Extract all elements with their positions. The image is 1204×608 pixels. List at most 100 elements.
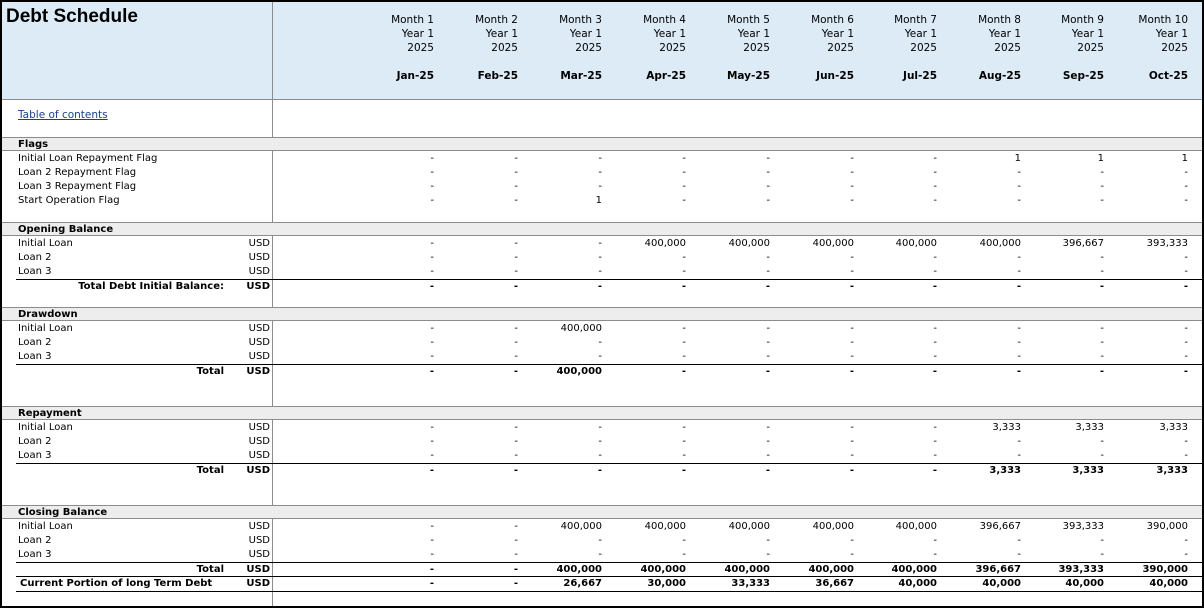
cell[interactable]: - (1100, 337, 1104, 348)
cell[interactable]: - (681, 281, 686, 292)
cell[interactable]: - (1099, 366, 1104, 377)
cell[interactable]: - (682, 153, 686, 164)
cell[interactable]: - (430, 167, 434, 178)
cell[interactable]: 40,000 (1065, 578, 1104, 589)
cell[interactable]: - (514, 337, 518, 348)
cell[interactable]: - (766, 167, 770, 178)
cell[interactable]: - (1017, 337, 1021, 348)
cell[interactable]: - (933, 181, 937, 192)
cell[interactable]: - (849, 281, 854, 292)
cell[interactable]: - (1017, 535, 1021, 546)
cell[interactable]: - (933, 436, 937, 447)
cell[interactable]: - (1016, 281, 1021, 292)
cell[interactable]: 3,333 (992, 422, 1021, 433)
cell[interactable]: - (850, 436, 854, 447)
cell[interactable]: - (933, 252, 937, 263)
cell[interactable]: - (933, 266, 937, 277)
cell[interactable]: 3,333 (1156, 465, 1188, 476)
cell[interactable]: 400,000 (812, 238, 854, 249)
cell[interactable]: - (682, 266, 686, 277)
cell[interactable]: - (430, 450, 434, 461)
cell[interactable]: - (598, 167, 602, 178)
cell[interactable]: 400,000 (640, 564, 686, 575)
cell[interactable]: 393,333 (1146, 238, 1188, 249)
cell[interactable]: 400,000 (644, 521, 686, 532)
cell[interactable]: - (1183, 366, 1188, 377)
cell[interactable]: - (682, 436, 686, 447)
cell[interactable]: - (933, 351, 937, 362)
cell[interactable]: - (1016, 366, 1021, 377)
cell[interactable]: - (850, 266, 854, 277)
cell[interactable]: - (1184, 535, 1188, 546)
cell[interactable]: - (430, 252, 434, 263)
cell[interactable]: - (514, 450, 518, 461)
cell[interactable]: - (682, 195, 686, 206)
cell[interactable]: 396,667 (975, 564, 1021, 575)
cell[interactable]: - (598, 422, 602, 433)
cell[interactable]: 400,000 (895, 238, 937, 249)
cell[interactable]: - (1099, 281, 1104, 292)
cell[interactable]: 400,000 (812, 521, 854, 532)
cell[interactable]: - (430, 323, 434, 334)
cell[interactable]: - (430, 351, 434, 362)
cell[interactable]: 1 (1181, 153, 1188, 164)
cell[interactable]: - (1184, 181, 1188, 192)
cell[interactable]: - (681, 366, 686, 377)
cell[interactable]: - (765, 465, 770, 476)
cell[interactable]: - (430, 266, 434, 277)
cell[interactable]: 396,667 (979, 521, 1021, 532)
cell[interactable]: 400,000 (560, 521, 602, 532)
cell[interactable]: - (682, 167, 686, 178)
cell[interactable]: - (850, 167, 854, 178)
cell[interactable]: 1 (1097, 153, 1104, 164)
cell[interactable]: - (430, 238, 434, 249)
cell[interactable]: - (513, 366, 518, 377)
cell[interactable]: - (513, 281, 518, 292)
cell[interactable]: - (766, 549, 770, 560)
table-of-contents-link[interactable]: Table of contents (18, 109, 108, 121)
cell[interactable]: - (766, 195, 770, 206)
cell[interactable]: - (850, 323, 854, 334)
cell[interactable]: - (850, 450, 854, 461)
cell[interactable]: - (765, 366, 770, 377)
cell[interactable]: - (430, 195, 434, 206)
cell[interactable]: - (597, 281, 602, 292)
cell[interactable]: - (850, 252, 854, 263)
cell[interactable]: - (850, 337, 854, 348)
cell[interactable]: - (682, 181, 686, 192)
cell[interactable]: - (1017, 266, 1021, 277)
cell[interactable]: 390,000 (1142, 564, 1188, 575)
cell[interactable]: - (514, 195, 518, 206)
cell[interactable]: - (1017, 351, 1021, 362)
cell[interactable]: 1 (595, 195, 602, 206)
cell[interactable]: 40,000 (982, 578, 1021, 589)
cell[interactable]: - (850, 422, 854, 433)
cell[interactable]: - (1184, 450, 1188, 461)
cell[interactable]: - (1100, 549, 1104, 560)
cell[interactable]: - (682, 549, 686, 560)
cell[interactable]: 40,000 (1149, 578, 1188, 589)
cell[interactable]: - (1183, 281, 1188, 292)
cell[interactable]: - (766, 535, 770, 546)
cell[interactable]: 400,000 (644, 238, 686, 249)
cell[interactable]: - (598, 252, 602, 263)
cell[interactable]: - (513, 578, 518, 589)
cell[interactable]: - (430, 181, 434, 192)
cell[interactable]: - (1100, 436, 1104, 447)
cell[interactable]: - (766, 266, 770, 277)
cell[interactable]: - (682, 535, 686, 546)
cell[interactable]: - (682, 323, 686, 334)
cell[interactable]: 400,000 (556, 564, 602, 575)
cell[interactable]: - (766, 436, 770, 447)
cell[interactable]: - (1184, 323, 1188, 334)
cell[interactable]: - (1017, 323, 1021, 334)
cell[interactable]: 393,333 (1058, 564, 1104, 575)
cell[interactable]: - (933, 337, 937, 348)
cell[interactable]: - (514, 535, 518, 546)
cell[interactable]: - (430, 436, 434, 447)
cell[interactable]: - (598, 337, 602, 348)
cell[interactable]: - (850, 535, 854, 546)
cell[interactable]: 30,000 (647, 578, 686, 589)
cell[interactable]: - (429, 281, 434, 292)
cell[interactable]: - (1184, 195, 1188, 206)
